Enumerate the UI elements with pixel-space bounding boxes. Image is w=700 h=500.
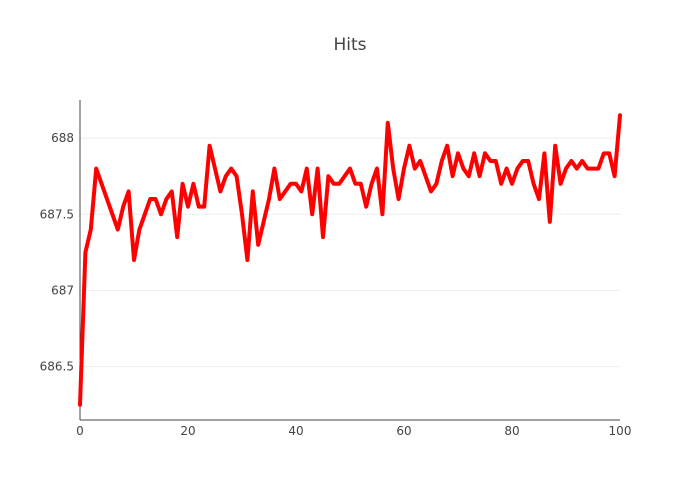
series-line	[78, 113, 622, 407]
chart-title: Hits	[333, 35, 366, 55]
tick-labels: 686.5 687 687.5 688 0 20 40 60 80 100	[40, 131, 632, 438]
x-tick-label: 60	[396, 424, 411, 438]
y-tick-label: 687.5	[40, 207, 74, 221]
y-tick-label: 687	[51, 283, 74, 297]
x-tick-label: 0	[76, 424, 84, 438]
axes	[79, 100, 620, 421]
series-layer	[78, 113, 622, 407]
y-tick-label: 688	[51, 131, 74, 145]
x-tick-label: 20	[180, 424, 195, 438]
x-tick-label: 100	[609, 424, 632, 438]
gridlines	[80, 137, 620, 368]
x-tick-label: 80	[504, 424, 519, 438]
x-tick-label: 40	[288, 424, 303, 438]
y-tick-label: 686.5	[40, 360, 74, 374]
